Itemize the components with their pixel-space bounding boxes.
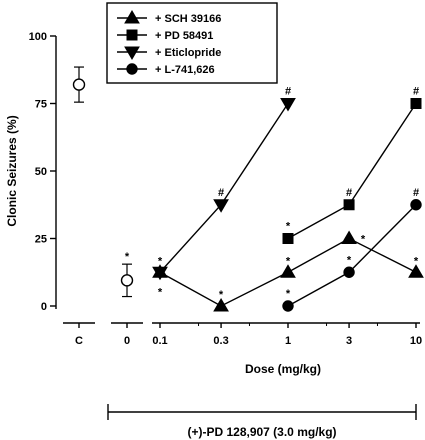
series-2-point: [152, 266, 168, 281]
series-0-point: [280, 264, 296, 278]
series-0-point: [213, 298, 229, 312]
series-line-1: [287, 103, 417, 240]
legend-label: + L-741,626: [155, 64, 215, 76]
x-tick-label: 10: [410, 335, 422, 347]
series-2-significance-mark: #: [218, 187, 224, 199]
series-0-significance-mark: *: [286, 255, 291, 267]
y-tick-label: 25: [35, 234, 47, 246]
legend-marker: [126, 63, 138, 75]
series-0-significance-mark: *: [219, 289, 224, 301]
legend-marker: [126, 29, 138, 41]
control-point: [72, 78, 86, 91]
y-tick-label: 50: [35, 166, 47, 178]
control-significance-mark: *: [125, 251, 130, 263]
series-1-significance-mark: *: [286, 221, 291, 233]
series-0-significance-mark: *: [361, 234, 366, 246]
series-1-point: [343, 199, 355, 211]
series-1-significance-mark: #: [346, 187, 352, 199]
series-0-point: [341, 230, 357, 244]
series-3-significance-mark: *: [286, 288, 291, 300]
x-tick-label: 0.1: [152, 335, 167, 347]
series-0-significance-mark: *: [158, 286, 163, 298]
series-3-point: [410, 199, 422, 211]
series-2-point: [280, 98, 296, 112]
series-2-significance-mark: #: [285, 86, 291, 98]
series-3-point: [282, 300, 294, 312]
y-tick-label: 100: [29, 31, 47, 43]
x-tick-label: 3: [346, 335, 352, 347]
y-tick-label: 75: [35, 99, 47, 111]
series-3-significance-mark: #: [413, 187, 419, 199]
series-0-significance-mark: *: [414, 255, 419, 267]
legend-label: + SCH 39166: [155, 13, 221, 25]
x-tick-label: 1: [285, 335, 291, 347]
y-tick-label: 0: [41, 301, 47, 313]
series-1-point: [282, 233, 294, 244]
treatment-note: (+)-PD 128,907 (3.0 mg/kg): [187, 425, 336, 439]
x-tick-label: C: [75, 335, 83, 347]
series-0-point: [408, 264, 424, 278]
series-2-point: [213, 199, 229, 213]
y-axis-title: Clonic Seizures (%): [5, 115, 19, 226]
series-0-significance-mark: *: [158, 255, 163, 267]
legend-label: + Eticlopride: [155, 47, 221, 59]
control-point: [120, 274, 134, 287]
x-axis-title: Dose (mg/kg): [245, 362, 321, 376]
series-line-3: [287, 204, 417, 307]
legend-marker: [124, 10, 140, 24]
series-3-point: [343, 266, 355, 278]
x-tick-label: 0: [124, 335, 130, 347]
series-1-significance-mark: #: [413, 86, 419, 98]
series-3-significance-mark: *: [347, 254, 352, 266]
x-tick-label: 0.3: [213, 335, 228, 347]
legend-marker: [124, 46, 140, 60]
series-1-point: [410, 98, 422, 109]
legend-label: + PD 58491: [155, 30, 213, 42]
